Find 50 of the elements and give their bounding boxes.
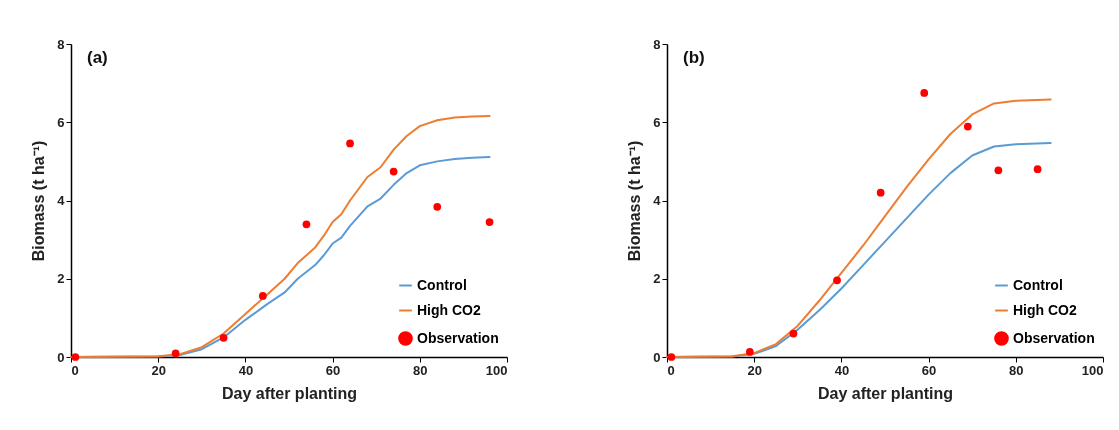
point <box>920 89 929 97</box>
point <box>994 166 1003 175</box>
y-tick-label: 6 <box>653 114 661 130</box>
x-tick-label: 20 <box>747 362 762 378</box>
y-axis-title: Biomass (t ha⁻¹) <box>30 140 48 262</box>
point <box>963 122 972 131</box>
x-axis-title: Day after planting <box>817 384 954 402</box>
x-tick-label: 60 <box>921 362 937 378</box>
point <box>1033 165 1042 174</box>
x-tick-label: 0 <box>71 362 79 378</box>
x-tick-label: 100 <box>1081 362 1104 378</box>
x-tick-label: 0 <box>667 362 675 378</box>
legend-label: Observation <box>417 329 499 346</box>
point <box>346 139 354 148</box>
x-tick-label: 20 <box>151 362 166 378</box>
y-tick-label: 2 <box>653 271 661 287</box>
annotation: (a) <box>87 48 108 67</box>
x-tick-label: 40 <box>238 362 254 378</box>
point <box>789 329 798 338</box>
point <box>219 333 228 342</box>
point <box>745 348 754 356</box>
y-tick-label: 4 <box>653 193 662 208</box>
y-tick-label: 2 <box>57 271 65 287</box>
point <box>833 276 841 285</box>
legend-label: Control <box>1013 276 1063 293</box>
legend-label: Observation <box>1013 329 1095 346</box>
point <box>876 188 885 197</box>
point <box>433 202 442 211</box>
x-tick-label: 80 <box>1009 362 1024 378</box>
y-tick-label: 0 <box>653 349 661 365</box>
point <box>485 218 494 226</box>
y-tick-label: 0 <box>57 349 65 365</box>
annotation: (b) <box>683 48 705 67</box>
x-axis-title: Day after planting <box>221 384 358 402</box>
y-tick-label: 8 <box>653 36 661 52</box>
legend-label: Control <box>417 276 467 293</box>
x-tick-label: 40 <box>834 362 850 378</box>
point <box>258 292 267 300</box>
legend-label: High CO2 <box>417 301 481 318</box>
y-tick-label: 8 <box>57 36 65 52</box>
y-tick-label: 6 <box>57 114 65 130</box>
y-axis-title: Biomass (t ha⁻¹) <box>626 140 644 262</box>
point <box>389 167 398 176</box>
x-tick-label: 100 <box>485 362 508 378</box>
x-tick-label: 60 <box>325 362 341 378</box>
x-tick-label: 80 <box>413 362 428 378</box>
legend-label: High CO2 <box>1013 301 1077 318</box>
y-tick-label: 4 <box>57 193 66 208</box>
point <box>302 220 311 229</box>
point <box>171 349 180 358</box>
